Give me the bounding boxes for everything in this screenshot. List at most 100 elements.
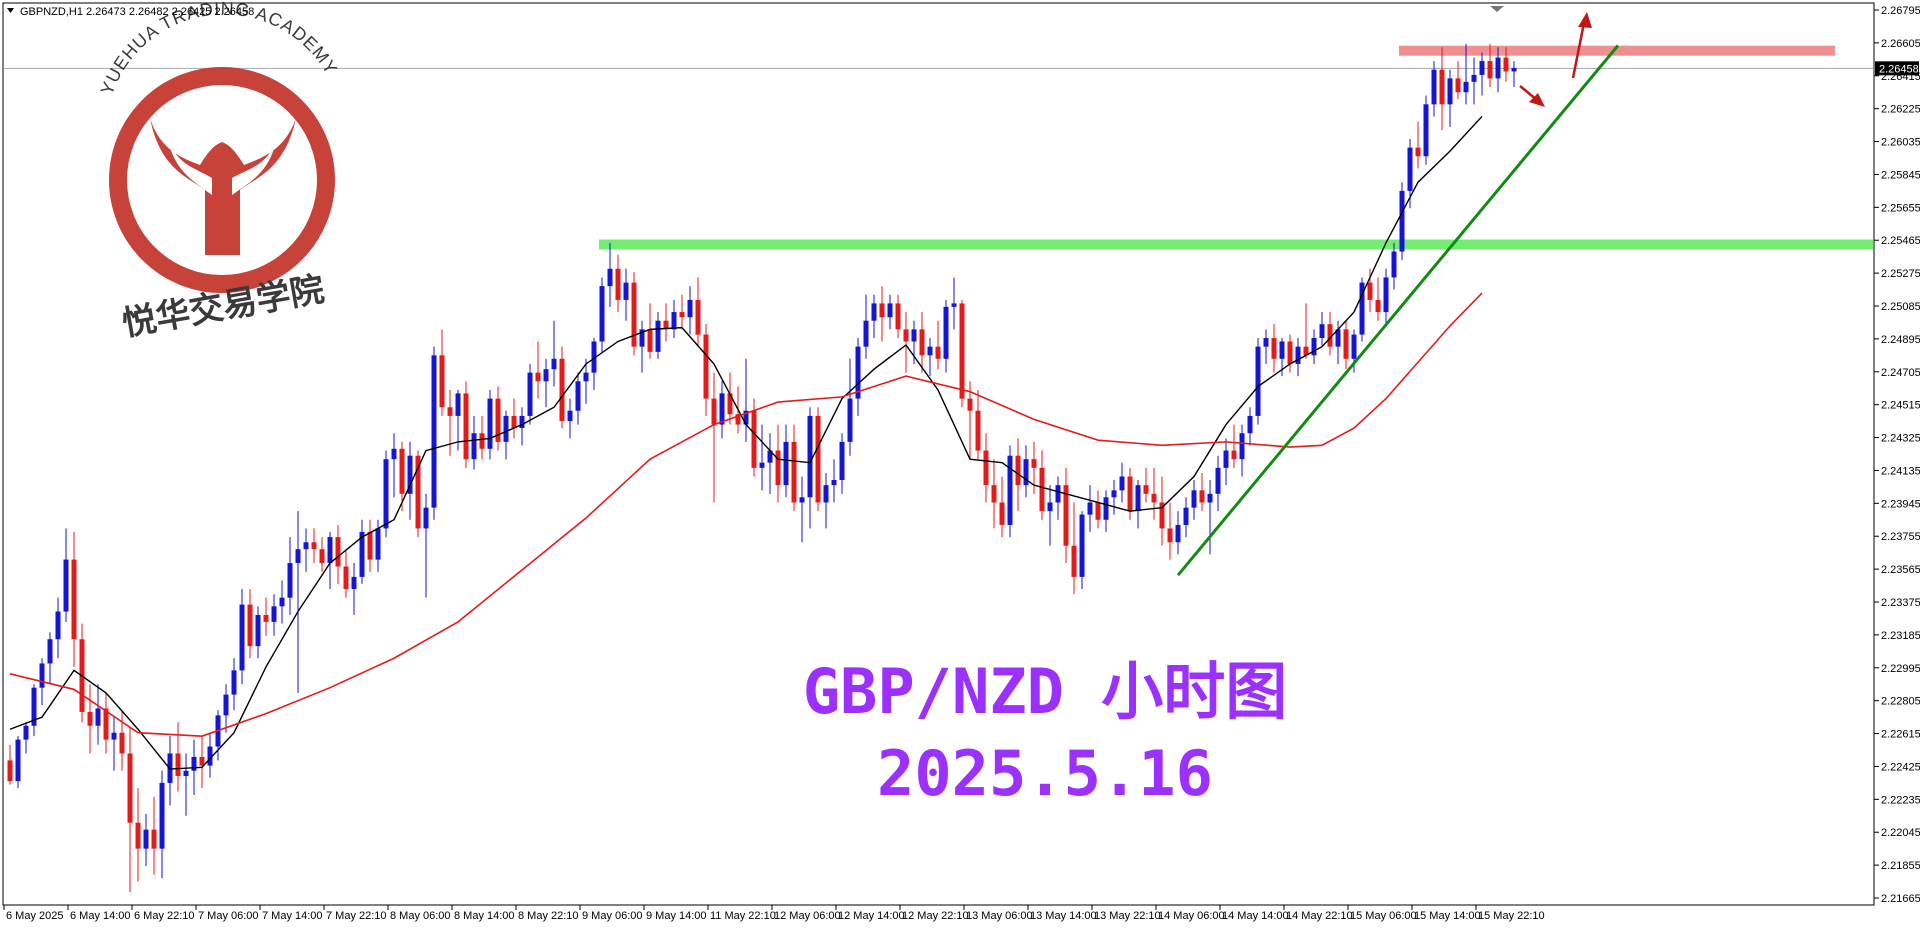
candle-body — [967, 398, 973, 411]
candle-body — [1471, 74, 1477, 82]
price-tick-label: 2.22995 — [1881, 663, 1920, 675]
candle-body — [375, 528, 381, 560]
candle-body — [103, 708, 109, 740]
candle-body — [31, 687, 37, 726]
candle-body — [127, 753, 133, 823]
candle-body — [143, 829, 149, 849]
price-axis[interactable]: 2.267952.266052.264152.262252.260352.258… — [1874, 5, 1920, 905]
candle-body — [1119, 476, 1125, 491]
candle-body — [159, 782, 165, 849]
candle-body — [431, 355, 437, 508]
candle-body — [1239, 433, 1245, 460]
time-tick-label: 15 May 14:00 — [1414, 910, 1481, 922]
time-tick-label: 13 May 06:00 — [966, 910, 1033, 922]
price-tick-label: 2.26795 — [1881, 5, 1920, 17]
candle-body — [63, 559, 69, 612]
candle-body — [1271, 338, 1277, 359]
candle-body — [695, 299, 701, 335]
price-tick-label: 2.25085 — [1881, 301, 1920, 313]
candle-body — [1159, 502, 1165, 529]
price-tick-label: 2.24325 — [1881, 433, 1920, 445]
time-tick-label: 8 May 22:10 — [518, 910, 579, 922]
overlay-title: GBP/NZD 小时图 — [803, 655, 1288, 728]
candles-layer — [7, 43, 1517, 892]
candle-body — [895, 303, 901, 330]
time-axis[interactable]: 6 May 2025 6 May 14:00 6 May 22:10 7 May 06… — [3, 905, 1545, 922]
price-tick-label: 2.23755 — [1881, 531, 1920, 543]
candle-body — [551, 358, 557, 370]
sma-slow-line — [9, 292, 1483, 737]
price-tick-label: 2.21855 — [1881, 860, 1920, 872]
candle-body — [703, 334, 709, 399]
candle-body — [1255, 346, 1261, 416]
candle-body — [527, 372, 533, 416]
candle-body — [1287, 341, 1293, 364]
candle-body — [1079, 514, 1085, 577]
info-marker-icon — [7, 8, 14, 13]
candle-body — [359, 531, 365, 577]
candle-body — [415, 455, 421, 529]
price-tick-label: 2.25275 — [1881, 268, 1920, 280]
candle-body — [727, 393, 733, 415]
time-tick-label: 7 May 06:00 — [198, 910, 259, 922]
candle-body — [471, 433, 477, 460]
time-tick-label: 14 May 22:10 — [1286, 910, 1353, 922]
candle-body — [455, 393, 461, 416]
time-tick-label: 14 May 06:00 — [1158, 910, 1225, 922]
candle-body — [39, 663, 45, 688]
candle-body — [1455, 78, 1461, 93]
candle-body — [1279, 341, 1285, 359]
candle-body — [719, 393, 725, 425]
arrows-layer — [1519, 12, 1592, 107]
candle-body — [1175, 524, 1181, 543]
price-tick-label: 2.24135 — [1881, 465, 1920, 477]
candle-body — [1367, 282, 1373, 300]
time-tick-label: 8 May 14:00 — [454, 910, 515, 922]
candle-body — [639, 329, 645, 347]
candle-body — [655, 320, 661, 352]
candle-body — [615, 268, 621, 300]
candle-body — [335, 537, 341, 567]
candle-body — [1263, 338, 1269, 347]
candle-body — [1095, 502, 1101, 520]
candle-body — [1503, 57, 1509, 72]
candle-body — [1511, 67, 1517, 72]
candle-body — [1359, 282, 1365, 335]
candle-body — [1351, 334, 1357, 359]
candle-body — [999, 502, 1005, 525]
candle-body — [1151, 493, 1157, 503]
candle-body — [255, 614, 261, 647]
candle-body — [783, 441, 789, 486]
candle-body — [1127, 476, 1133, 512]
candle-body — [1487, 61, 1493, 79]
time-tick-label: 7 May 14:00 — [262, 910, 323, 922]
candle-body — [959, 303, 965, 399]
scroll-marker-icon[interactable] — [1490, 6, 1504, 12]
candle-body — [1327, 324, 1333, 347]
candle-body — [367, 531, 373, 560]
candle-body — [759, 462, 765, 468]
candle-body — [1495, 57, 1501, 79]
candle-body — [1311, 338, 1317, 356]
price-tick-label: 2.22425 — [1881, 761, 1920, 773]
candle-body — [935, 346, 941, 359]
candle-body — [1215, 467, 1221, 494]
candle-body — [391, 448, 397, 460]
candle-body — [911, 329, 917, 342]
candle-body — [567, 410, 573, 422]
candle-body — [1439, 69, 1445, 105]
candle-body — [479, 433, 485, 449]
candle-body — [295, 549, 301, 564]
candle-body — [1039, 467, 1045, 512]
time-tick-label: 15 May 06:00 — [1350, 910, 1417, 922]
candle-body — [1143, 485, 1149, 494]
candle-body — [263, 614, 269, 622]
candle-body — [687, 299, 693, 318]
candle-body — [199, 756, 205, 766]
candle-body — [1071, 545, 1077, 577]
candle-body — [903, 329, 909, 342]
candle-body — [1167, 528, 1173, 543]
candle-body — [87, 711, 93, 726]
candle-body — [207, 746, 213, 766]
